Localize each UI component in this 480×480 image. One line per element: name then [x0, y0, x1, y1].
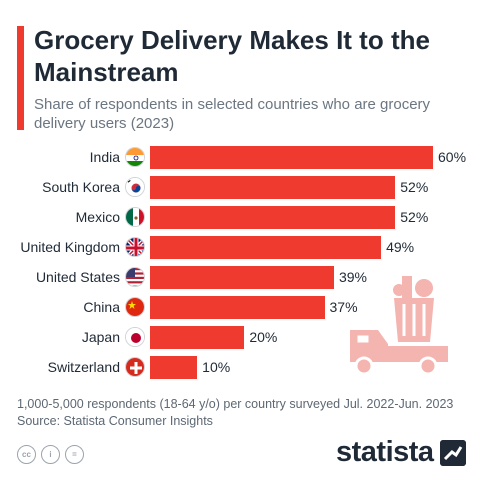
- data-label: 10%: [202, 359, 231, 375]
- license-icons: cc i =: [17, 445, 84, 464]
- category-label: Switzerland: [47, 359, 120, 375]
- data-label: 37%: [329, 299, 358, 315]
- data-label: 39%: [338, 269, 367, 285]
- category-label: India: [89, 149, 120, 165]
- india-flag-icon: [125, 147, 145, 167]
- data-label: 52%: [400, 179, 429, 195]
- category-label: South Korea: [42, 179, 120, 195]
- by-icon[interactable]: i: [41, 445, 60, 464]
- cc-icon[interactable]: cc: [17, 445, 36, 464]
- bar: [150, 266, 334, 289]
- bar: [150, 146, 433, 169]
- bar: [150, 176, 396, 199]
- category-label: Mexico: [75, 209, 120, 225]
- data-label: 52%: [400, 209, 429, 225]
- source-note: Source: Statista Consumer Insights: [17, 414, 213, 428]
- japan-flag-icon: [125, 327, 145, 347]
- chart-title: Grocery Delivery Makes It to the Mainstr…: [34, 25, 430, 87]
- chart-subtitle: Share of respondents in selected countri…: [34, 96, 431, 132]
- bar: [150, 326, 245, 349]
- data-label: 49%: [386, 239, 415, 255]
- survey-note: 1,000-5,000 respondents (18-64 y/o) per …: [17, 397, 454, 411]
- statista-logo[interactable]: statista: [336, 436, 434, 468]
- statista-logo-mark-icon: [440, 440, 466, 466]
- china-flag-icon: [125, 297, 145, 317]
- accent-bar: [17, 26, 24, 130]
- switzerland-flag-icon: [125, 357, 145, 377]
- mexico-flag-icon: [125, 207, 145, 227]
- bar: [150, 236, 382, 259]
- bar: [150, 356, 198, 379]
- united-states-flag-icon: [125, 267, 145, 287]
- united-kingdom-flag-icon: [125, 237, 145, 257]
- data-label: 60%: [438, 149, 467, 165]
- chart-footnote: 1,000-5,000 respondents (18-64 y/o) per …: [17, 396, 467, 430]
- category-label: Japan: [81, 329, 120, 345]
- bar: [150, 296, 325, 319]
- category-label: China: [83, 299, 120, 315]
- delivery-truck-icon: [350, 276, 448, 376]
- bar: [150, 206, 396, 229]
- south-korea-flag-icon: [125, 177, 145, 197]
- category-label: United Kingdom: [20, 239, 120, 255]
- nd-icon[interactable]: =: [65, 445, 84, 464]
- category-label: United States: [35, 269, 120, 285]
- data-label: 20%: [249, 329, 278, 345]
